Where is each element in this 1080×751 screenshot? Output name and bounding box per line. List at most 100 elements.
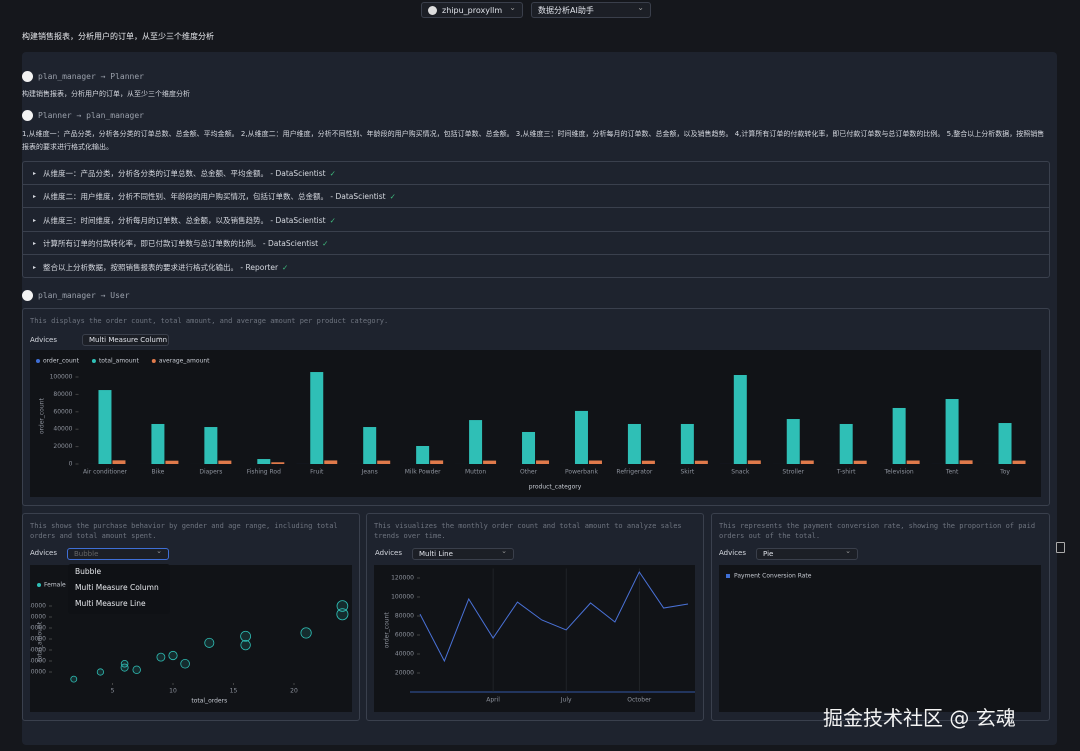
y-tick-label: 60000: [53, 408, 72, 415]
bubble: [156, 652, 166, 662]
y-tick-label: 120000: [30, 614, 46, 621]
task-title: 计算所有订单的付款转化率，即已付款订单数与总订单数的比例。: [43, 239, 261, 249]
legend-marker: [91, 359, 96, 363]
expand-icon: ▸: [33, 216, 37, 224]
bar: [430, 460, 444, 464]
x-tick-label: Air conditioner: [83, 469, 128, 476]
chart-description: This visualizes the monthly order count …: [374, 522, 682, 540]
advice-menu: Bubble Multi Measure Column Multi Measure …: [68, 564, 170, 614]
bubble: [168, 650, 178, 661]
avatar: [22, 110, 33, 121]
task-agent: - DataScientist: [270, 169, 326, 178]
x-tick-label: Skirt: [680, 469, 694, 476]
doc-icon[interactable]: [1056, 542, 1065, 553]
advice-select[interactable]: Bubble: [67, 546, 169, 560]
bubble: [240, 639, 251, 651]
y-tick-label: 20000: [395, 670, 414, 677]
bar: [363, 427, 377, 464]
chart-card: [22, 513, 360, 721]
advices-label: Advices: [30, 336, 57, 344]
expand-icon: ▸: [33, 193, 37, 201]
legend-label: order_count: [43, 358, 80, 365]
line: [419, 571, 689, 663]
y-tick-label: 140000: [30, 603, 46, 610]
advice-select[interactable]: Multi Line: [412, 546, 514, 560]
x-tick-label: 5: [111, 688, 115, 695]
bar: [416, 445, 430, 464]
task-list: ▸ 从维度一：产品分类，分析各分类的订单总数、总金额、平均金额。 - DataSc…: [22, 161, 1050, 278]
task-agent: - DataScientist: [262, 239, 319, 249]
advice-value: Bubble: [74, 550, 99, 558]
x-tick-label: Fishing Rod: [247, 469, 281, 476]
legend-marker: [726, 574, 730, 578]
y-tick-label: 40000: [30, 658, 46, 665]
legend-label: Female: [44, 582, 66, 589]
bar: [945, 399, 959, 464]
y-tick-label: 120000: [391, 575, 414, 582]
bubble: [180, 658, 190, 669]
y-tick-label: 100000: [50, 374, 73, 381]
expand-icon: ▸: [33, 240, 37, 248]
user-query: 构建销售报表，分析用户的订单，从至少三个维度分析: [22, 32, 214, 41]
legend-marker: [36, 359, 40, 363]
chart-description: This represents the payment conversion r…: [719, 522, 1036, 540]
y-tick-label: 100000: [391, 594, 414, 601]
bubble: [132, 665, 141, 674]
legend-label: average_amount: [159, 358, 210, 365]
advice-select[interactable]: Pie: [756, 546, 858, 560]
menu-item[interactable]: Bubble: [75, 567, 102, 576]
bar: [310, 372, 324, 464]
x-tick-label: Bike: [152, 469, 165, 476]
bubble: [240, 630, 252, 642]
bar: [998, 423, 1012, 464]
bubble: [300, 627, 312, 639]
y-axis-title: total_amount: [37, 621, 44, 662]
x-tick-label: Toy: [999, 469, 1010, 476]
expand-icon: ▸: [33, 170, 37, 177]
check-icon: ✓: [329, 169, 336, 178]
bar: [641, 460, 655, 464]
task-text: 计算所有订单的付款转化率，即已付款订单数与总订单数的比例。 - DataScie…: [43, 232, 328, 255]
task-row: ▸ 计算所有订单的付款转化率，即已付款订单数与总订单数的比例。 - DataSci…: [23, 232, 1049, 256]
x-tick-label: Diapers: [199, 469, 222, 476]
x-tick-label: T-shirt: [836, 469, 856, 476]
y-tick-label: 20000: [53, 443, 72, 450]
bar: [694, 460, 708, 464]
check-icon: ✓: [389, 192, 396, 202]
advice-value: Multi Line: [419, 550, 453, 558]
bar: [588, 460, 602, 464]
bar: [853, 460, 867, 464]
chart: Payment Conversion Rate: [719, 565, 1041, 712]
chart: 0 20000 40000 60000 80000 100000 order_countpr…: [30, 350, 1041, 497]
task-row: ▸ 整合以上分析数据，按照销售报表的要求进行格式化输出。 - Reporter ✓: [23, 256, 1049, 279]
advice-select[interactable]: Multi Measure Column: [82, 332, 169, 346]
model-select[interactable]: zhipu_proxyllm: [421, 0, 523, 18]
chart-card: [711, 513, 1050, 721]
bar: [324, 460, 338, 464]
bar: [522, 431, 536, 464]
app-select[interactable]: 数据分析AI助手: [531, 0, 651, 18]
bar: [257, 459, 271, 464]
task-text: 整合以上分析数据，按照销售报表的要求进行格式化输出。 - Reporter ✓: [43, 256, 288, 279]
y-tick-label: 40000: [53, 426, 72, 433]
task-agent: - DataScientist: [330, 192, 386, 202]
task-text: 从维度三：时间维度，分析每月的订单数、总金额，以及销售趋势。 - DataSci…: [43, 209, 336, 232]
model-name: zhipu_proxyllm: [442, 6, 503, 15]
x-axis-title: product_category: [529, 484, 582, 491]
bar: [892, 407, 906, 464]
menu-item[interactable]: Multi Measure Column: [75, 583, 159, 592]
task-title: 从维度三：时间维度，分析每月的订单数、总金额，以及销售趋势。: [43, 215, 268, 225]
bar: [839, 423, 853, 464]
y-tick-label: 80000: [30, 636, 46, 643]
task-row: ▸ 从维度二：用户维度，分析不同性别、年龄段的用户购买情况，包括订单数、总金额。 …: [23, 185, 1049, 209]
menu-item[interactable]: Multi Measure Line: [75, 599, 146, 608]
message-route: plan_manager → User: [38, 291, 130, 300]
x-tick-label: Snack: [731, 469, 750, 476]
bar: [574, 410, 588, 464]
y-tick-label: 0: [69, 461, 73, 468]
x-tick-label: October: [627, 697, 652, 704]
task-row: ▸ 从维度三：时间维度，分析每月的订单数、总金额，以及销售趋势。 - DataSc…: [23, 209, 1049, 232]
x-tick-label: July: [560, 697, 572, 704]
bubble: [336, 600, 349, 612]
